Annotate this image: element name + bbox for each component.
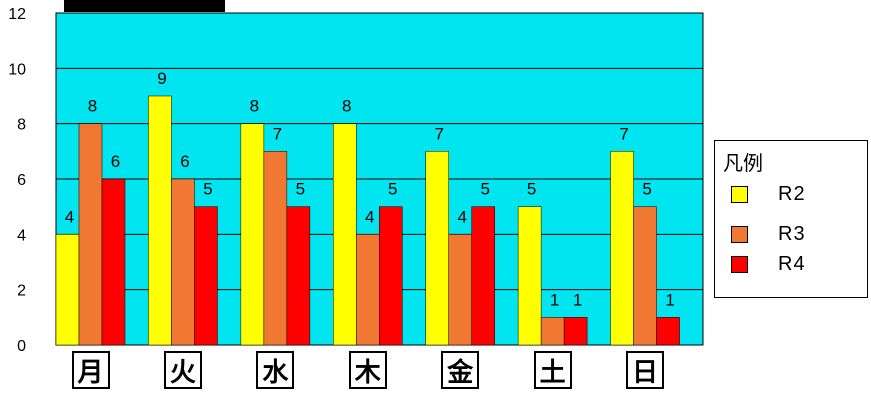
data-label-r3-0: 8: [88, 97, 97, 116]
data-label-r3-4: 4: [457, 207, 466, 226]
legend-swatch-r3: [731, 225, 748, 243]
x-category-label: 木: [348, 351, 387, 389]
bar-r4-0: [101, 178, 126, 346]
data-label-r3-3: 4: [365, 207, 374, 226]
legend-label-r3: R3: [778, 222, 806, 245]
x-category-label: 月: [71, 351, 110, 389]
data-label-r2-4: 7: [434, 124, 443, 143]
bar-r4-4: [471, 206, 495, 346]
bar-r2-6: [610, 151, 634, 346]
data-label-r3-5: 1: [550, 290, 559, 309]
data-label-r4-6: 1: [665, 290, 674, 309]
bar-r3-2: [263, 151, 288, 346]
bar-r3-0: [78, 123, 103, 346]
bar-r2-0: [55, 234, 80, 346]
x-category-label: 土: [533, 351, 572, 389]
y-tick-label: 10: [8, 61, 26, 78]
legend-swatch-r2: [731, 185, 748, 203]
legend-item-r4: R4: [731, 253, 806, 275]
data-label-r2-5: 5: [527, 180, 536, 199]
legend-swatch-r4: [731, 255, 748, 273]
bar-r2-2: [240, 123, 265, 346]
bar-r4-5: [563, 317, 588, 346]
bar-r3-4: [448, 234, 472, 346]
bar-r4-2: [286, 206, 311, 346]
x-category-label: 水: [256, 351, 295, 389]
data-label-r3-6: 5: [642, 180, 651, 199]
data-label-r4-3: 5: [388, 180, 397, 199]
legend-item-r3: R3: [731, 223, 806, 245]
data-label-r4-5: 1: [573, 290, 582, 309]
bar-r2-4: [425, 151, 449, 346]
data-label-r3-2: 7: [273, 124, 282, 143]
data-label-r4-0: 6: [111, 152, 120, 171]
bar-r2-3: [333, 123, 357, 346]
bar-r4-1: [194, 206, 218, 346]
bar-r3-3: [356, 234, 380, 346]
data-label-r2-0: 4: [65, 207, 74, 226]
bar-r2-1: [148, 95, 172, 346]
bar-r4-3: [379, 206, 403, 346]
legend-item-r2: R2: [731, 183, 806, 205]
y-axis-tick-labels: 0 2 4 6 8 10 12: [8, 6, 26, 355]
data-label-r2-3: 8: [342, 97, 351, 116]
data-label-r4-4: 5: [480, 180, 489, 199]
bar-r3-6: [633, 206, 657, 346]
bar-r3-5: [540, 317, 565, 346]
bars: [55, 95, 680, 346]
bar-r4-6: [656, 317, 680, 346]
bar-r2-5: [517, 206, 542, 346]
bar-r3-1: [171, 178, 195, 346]
y-tick-label: 4: [17, 227, 26, 244]
title-cover-block: [64, 0, 225, 12]
data-label-r3-1: 6: [180, 152, 189, 171]
data-label-r4-2: 5: [296, 180, 305, 199]
data-label-r2-6: 7: [619, 124, 628, 143]
y-tick-label: 6: [17, 172, 26, 189]
x-category-label: 火: [163, 351, 202, 389]
y-tick-label: 8: [17, 117, 26, 134]
x-category-label: 日: [626, 351, 665, 389]
legend-label-r4: R4: [778, 252, 806, 275]
data-label-r2-2: 8: [250, 97, 259, 116]
legend-title: 凡例: [723, 153, 763, 175]
legend-label-r2: R2: [778, 182, 806, 205]
y-tick-label: 2: [17, 283, 26, 300]
y-tick-label: 0: [17, 338, 26, 355]
x-category-label: 金: [441, 351, 480, 389]
data-label-r4-1: 5: [203, 180, 212, 199]
legend: 凡例 R2 R3 R4: [714, 140, 868, 298]
data-label-r2-1: 9: [157, 69, 166, 88]
y-tick-label: 12: [8, 6, 26, 23]
